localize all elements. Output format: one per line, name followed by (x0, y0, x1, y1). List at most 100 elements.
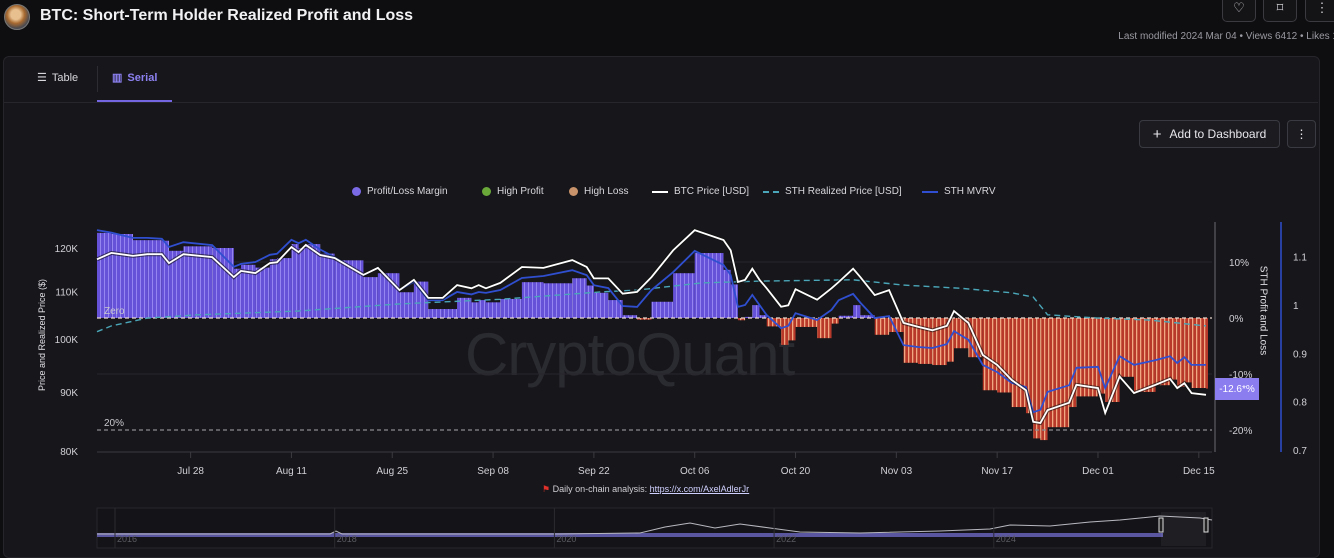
plus-icon: + (1152, 125, 1162, 143)
margin-bar (917, 318, 933, 364)
active-tab-indicator (97, 100, 172, 102)
minimap-margin-band (97, 533, 1163, 537)
margin-bar (1069, 318, 1077, 408)
legend-item-high-loss[interactable]: High Loss (569, 186, 628, 197)
minimap-selection[interactable] (1161, 512, 1206, 546)
minimap-handle-right[interactable] (1203, 517, 1209, 533)
margin-bar (298, 248, 306, 318)
legend-item-high-profit[interactable]: High Profit (482, 186, 544, 197)
margin-bar (212, 248, 234, 318)
footnote: ⚑ Daily on-chain analysis: https://x.com… (542, 484, 749, 495)
margin-bar (730, 284, 738, 318)
sth-mvrv-line (96, 229, 1206, 414)
margin-bar (305, 244, 321, 318)
margin-bar (608, 300, 623, 318)
legend-label: Profit/Loss Margin (367, 186, 448, 197)
margin-bar (233, 268, 242, 318)
legend-item-btc-price[interactable]: BTC Price [USD] (652, 186, 749, 197)
pct-axis-tick-label: 0% (1229, 314, 1244, 325)
tab-table[interactable]: ☰ Table (37, 71, 79, 85)
x-axis-tick-label: Nov 17 (981, 466, 1013, 477)
mvrv-axis-tick-label: 1 (1293, 301, 1299, 312)
margin-bar (593, 292, 609, 318)
legend-item-mvrv[interactable]: STH MVRV (922, 186, 996, 197)
minimap[interactable]: 2016 2018 2020 2022 2024 (96, 507, 1213, 549)
margin-bar (133, 240, 148, 318)
margin-bar (169, 250, 184, 318)
x-axis-tick-label: Sep 22 (578, 466, 610, 477)
tabs-divider (4, 102, 1318, 103)
legend-label: BTC Price [USD] (674, 186, 750, 197)
page-title: BTC: Short-Term Holder Realized Profit a… (40, 7, 414, 24)
minimap-year-label: 2022 (776, 534, 796, 544)
margin-bar (622, 315, 638, 318)
mvrv-axis-tick-label: 0.8 (1293, 398, 1307, 409)
margin-bar (255, 267, 270, 318)
legend-line-icon (922, 190, 938, 193)
margin-bar (781, 318, 789, 345)
bookmark-icon: ⌑ (1276, 0, 1284, 15)
pct-axis-tick-label: -10% (1229, 370, 1252, 381)
margin-bar (320, 253, 335, 318)
reference-line-label: 20% (104, 418, 124, 429)
minimap-year-label: 2024 (996, 534, 1016, 544)
margin-bar (795, 318, 818, 327)
margin-bar (1025, 318, 1034, 414)
legend-item-margin[interactable]: Profit/Loss Margin (352, 186, 448, 197)
legend-line-icon (652, 190, 668, 193)
margin-bar (788, 318, 796, 341)
margin-bar (1184, 318, 1192, 383)
x-axis-tick-label: Dec 01 (1082, 466, 1114, 477)
margin-bar (277, 258, 292, 318)
tab-divider (97, 66, 98, 92)
reference-line-label: Zero (104, 306, 125, 317)
like-button[interactable]: ♡ (1222, 0, 1256, 22)
margin-bar (946, 318, 954, 362)
x-axis-tick-label: Oct 20 (781, 466, 811, 477)
tab-label: Serial (127, 71, 158, 84)
minimap-year-label: 2020 (556, 534, 576, 544)
margin-bar (471, 302, 479, 318)
legend-dashed-line-icon (763, 190, 779, 193)
margin-bar (1011, 318, 1026, 408)
margin-bar (838, 315, 854, 318)
margin-bar (1133, 318, 1156, 392)
tab-serial[interactable]: ▥ Serial (112, 71, 158, 85)
margin-bar (586, 285, 594, 318)
margin-bar (817, 318, 832, 339)
margin-bar (673, 273, 695, 318)
margin-bar (903, 318, 918, 363)
margin-bar (485, 302, 501, 318)
minimap-handle-left[interactable] (1158, 517, 1164, 533)
more-vertical-icon: ⋮ (1295, 127, 1308, 141)
margin-bar (291, 244, 299, 318)
x-axis-tick-label: Oct 06 (680, 466, 710, 477)
tab-label: Table (51, 71, 79, 84)
more-button[interactable]: ⋮ (1305, 0, 1334, 22)
chart-menu-button[interactable]: ⋮ (1287, 120, 1316, 148)
pct-axis-tick-label: 10% (1229, 258, 1249, 269)
margin-bar (723, 269, 731, 318)
add-to-dashboard-button[interactable]: + Add to Dashboard (1139, 120, 1280, 148)
legend-item-realized-price[interactable]: STH Realized Price [USD] (763, 186, 902, 197)
margin-bar (651, 301, 674, 318)
margin-bar (428, 309, 443, 318)
margin-bar (1177, 318, 1185, 387)
margin-bar (457, 297, 472, 318)
bookmark-button[interactable]: ⌑ (1263, 0, 1297, 22)
add-to-dashboard-label: Add to Dashboard (1169, 127, 1267, 141)
left-axis-tick-label: 110K (55, 287, 78, 298)
footnote-link[interactable]: https://x.com/AxelAdlerJr (649, 484, 750, 494)
minimap-year-label: 2018 (337, 534, 357, 544)
margin-bar (1076, 318, 1098, 397)
legend-label: STH Realized Price [USD] (785, 186, 902, 197)
x-axis-tick-label: Aug 25 (376, 466, 408, 477)
margin-bar (478, 300, 486, 318)
legend-label: High Loss (584, 186, 629, 197)
margin-bar (500, 298, 522, 318)
left-axis-tick-label: 120K (55, 244, 79, 255)
margin-bar (831, 318, 839, 324)
x-axis-tick-label: Aug 11 (276, 466, 307, 477)
left-axis-tick-label: 80K (60, 447, 78, 458)
